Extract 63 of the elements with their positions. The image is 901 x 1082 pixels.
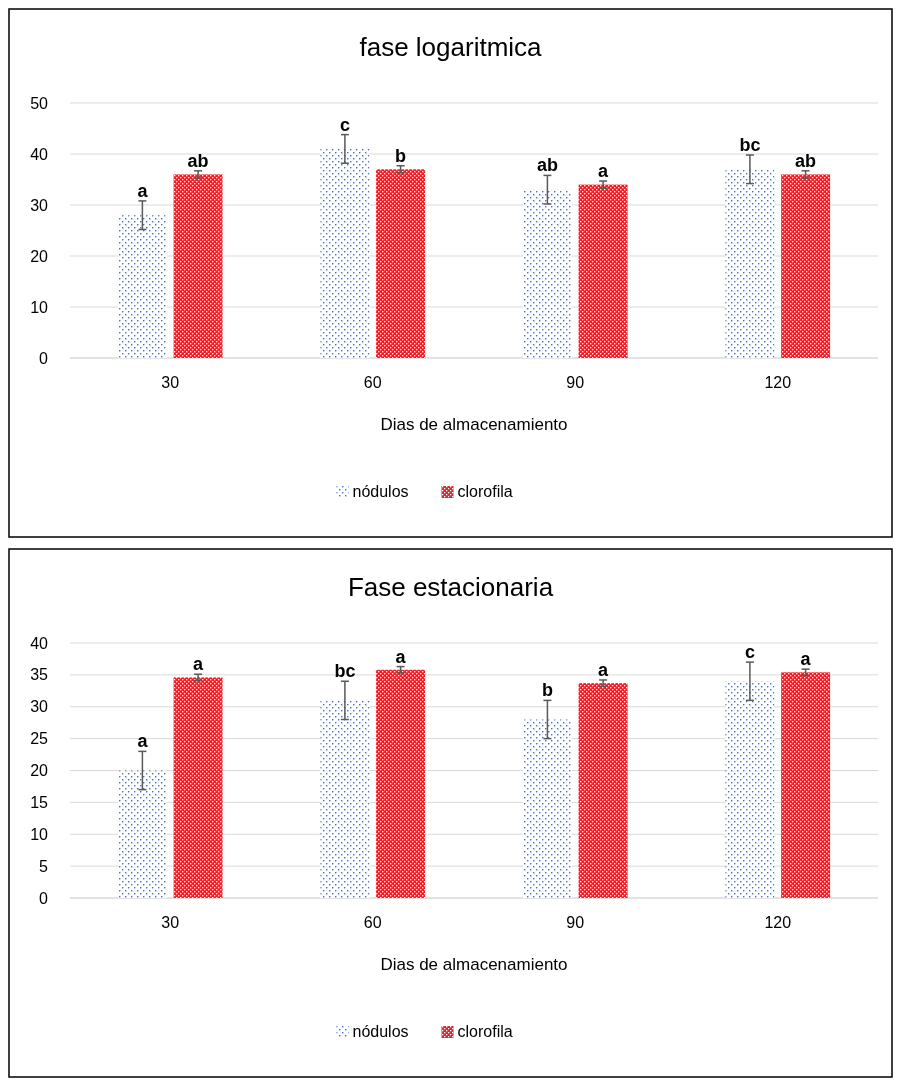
y-tick-label: 35 (30, 666, 49, 684)
bar (117, 215, 167, 358)
y-tick-label: 30 (30, 196, 49, 214)
chart-title: fase logaritmica (359, 32, 543, 62)
data-label: a (598, 659, 610, 680)
bar (320, 700, 370, 898)
data-label: c (744, 642, 755, 663)
bar (320, 148, 370, 358)
legend-label: clorofila (457, 1023, 513, 1040)
data-label: bc (334, 661, 356, 682)
bar (781, 174, 831, 358)
bar (522, 719, 572, 898)
y-tick-label: 0 (39, 349, 49, 367)
bar (117, 770, 167, 898)
bar (173, 174, 223, 358)
bar (578, 184, 628, 358)
chart-title: Fase estacionaria (347, 572, 554, 602)
y-tick-label: 5 (39, 857, 49, 875)
y-tick-label: 30 (30, 698, 49, 716)
legend-label: clorofila (457, 483, 513, 500)
bar (376, 169, 426, 358)
y-tick-label: 50 (30, 94, 49, 112)
y-tick-label: 10 (30, 298, 49, 316)
data-label: a (800, 649, 812, 670)
x-tick-label: 120 (764, 914, 792, 931)
y-tick-label: 20 (30, 762, 49, 780)
bar (173, 677, 223, 898)
bar (725, 681, 775, 898)
y-tick-label: 25 (30, 730, 49, 748)
data-label: a (137, 180, 149, 201)
legend-label: nódulos (352, 483, 409, 500)
x-tick-label: 30 (161, 914, 180, 931)
bar (522, 189, 572, 358)
data-label: b (395, 145, 407, 166)
data-label: ab (795, 150, 817, 171)
x-tick-label: 90 (566, 914, 585, 931)
data-label: ab (187, 150, 209, 171)
x-tick-label: 30 (161, 374, 180, 391)
x-tick-label: 60 (363, 374, 382, 391)
y-tick-label: 20 (30, 247, 49, 265)
data-label: a (193, 654, 205, 675)
x-axis-title: Dias de almacenamiento (380, 415, 568, 434)
bar (725, 169, 775, 358)
y-tick-label: 40 (30, 145, 49, 163)
bar (578, 683, 628, 898)
y-tick-label: 40 (30, 634, 49, 652)
x-tick-label: 90 (566, 374, 585, 391)
data-label: ab (536, 155, 558, 176)
y-tick-label: 10 (30, 825, 49, 843)
y-tick-label: 15 (30, 793, 49, 811)
bar (376, 669, 426, 898)
data-label: a (598, 161, 610, 182)
x-tick-label: 60 (363, 914, 382, 931)
bar (781, 672, 831, 898)
data-label: c (339, 114, 350, 135)
data-label: b (541, 680, 553, 701)
data-label: a (395, 646, 407, 667)
x-axis-title: Dias de almacenamiento (380, 955, 568, 974)
data-label: bc (739, 135, 761, 156)
legend-label: nódulos (352, 1023, 409, 1040)
x-tick-label: 120 (764, 374, 792, 391)
y-tick-label: 0 (39, 889, 49, 907)
data-label: a (137, 731, 149, 752)
